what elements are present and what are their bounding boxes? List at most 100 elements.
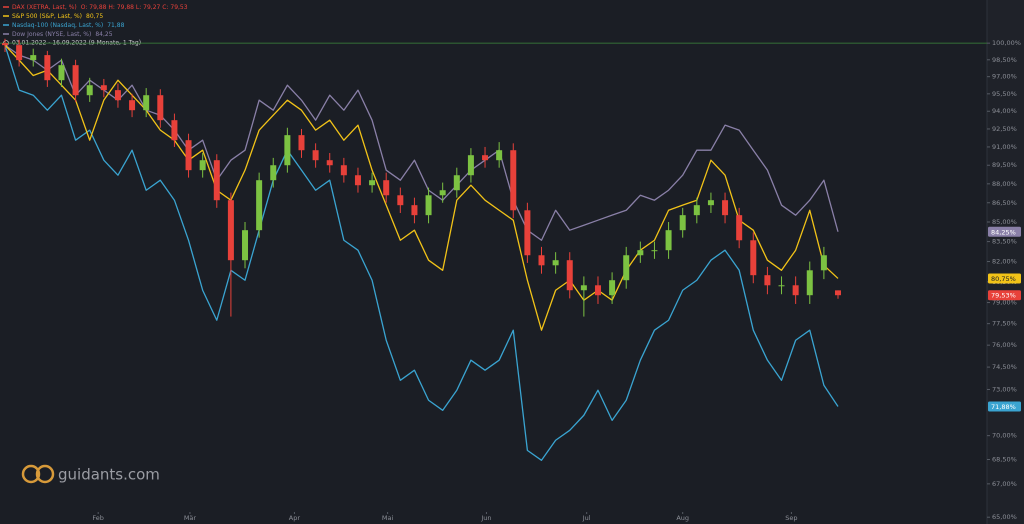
candle-body	[820, 255, 827, 271]
candle-body	[722, 200, 729, 216]
line-series	[4, 44, 839, 461]
y-tick-label: 91,00%	[992, 143, 1017, 151]
logo-mark	[35, 464, 55, 484]
plot-background	[0, 0, 987, 524]
candle-body	[580, 285, 587, 291]
x-tick-label: Feb	[92, 514, 104, 522]
price-badge-label: 79,53%	[991, 292, 1016, 300]
candle-body	[369, 180, 376, 186]
legend-value: 84,25	[95, 31, 112, 38]
y-tick-label: 76,00%	[992, 341, 1017, 349]
legend-entry: DAX (XETRA, Last, %) O: 79,88 H: 79,88 L:…	[12, 4, 188, 11]
candle-body	[510, 150, 517, 211]
axis-background	[987, 0, 1024, 524]
candle-body	[72, 65, 79, 96]
x-tick-label: Apr	[289, 514, 301, 522]
candle-body	[750, 240, 757, 276]
price-badge-label: 84,25%	[991, 228, 1016, 236]
candle-body	[340, 165, 347, 176]
candle-body	[679, 215, 686, 231]
candle-body	[58, 65, 65, 81]
candle-body	[806, 270, 813, 296]
x-tick-label: Mai	[382, 514, 394, 522]
candle-body	[665, 230, 672, 251]
candle-body	[100, 85, 107, 91]
x-tick-label: Mär	[184, 514, 197, 522]
candle-body	[383, 180, 390, 196]
y-tick-label: 100,00%	[992, 39, 1021, 47]
candle-body	[623, 255, 630, 281]
candle-body	[298, 135, 305, 151]
candle-body	[538, 255, 545, 266]
legend-name: Dow Jones (NYSE, Last, %)	[12, 31, 91, 38]
candle-body	[143, 95, 150, 111]
candle-body	[566, 260, 573, 291]
candle-body	[2, 43, 8, 46]
candle-body	[411, 205, 418, 216]
y-tick-label: 79,00%	[992, 299, 1017, 307]
candle-body	[594, 285, 601, 296]
y-tick-label: 89,50%	[992, 161, 1017, 169]
price-badge	[988, 226, 1021, 237]
candle-body	[16, 45, 23, 61]
price-badge	[988, 290, 1021, 301]
y-tick-label: 73,00%	[992, 385, 1017, 393]
y-tick-label: 97,00%	[992, 73, 1017, 81]
candle-body	[453, 175, 460, 191]
candle-body	[185, 140, 192, 171]
candle-body	[496, 150, 503, 161]
price-badge-label: 80,75%	[991, 275, 1016, 283]
logo: guidants.com	[21, 464, 160, 484]
candle-body	[44, 55, 51, 81]
y-tick-label: 68,50%	[992, 455, 1017, 463]
candle-body	[736, 215, 743, 241]
price-badge	[988, 401, 1021, 412]
y-tick-label: 67,00%	[992, 480, 1017, 488]
candle-body	[171, 120, 178, 141]
x-tick-label: Jul	[582, 514, 591, 522]
candle-body	[86, 85, 93, 96]
candle-body	[524, 210, 531, 256]
candle-body	[467, 155, 474, 176]
candle-body	[312, 150, 319, 161]
x-tick-label: Aug	[676, 514, 689, 522]
candle-body	[326, 160, 333, 166]
legend-entry: S&P 500 (S&P, Last, %) 80,75	[12, 13, 103, 20]
candle-body	[397, 195, 404, 206]
legend-value: O: 79,88 H: 79,88 L: 79,27 C: 79,53	[81, 4, 188, 11]
y-tick-label: 82,00%	[992, 258, 1017, 266]
candle-body	[637, 250, 644, 256]
candle-body	[242, 230, 249, 261]
candle-body	[778, 285, 785, 287]
watermark: guidants.com	[58, 466, 160, 484]
candle-body	[792, 285, 799, 296]
candle-body	[354, 175, 361, 186]
legend-entry: Dow Jones (NYSE, Last, %) 84,25	[12, 31, 113, 38]
candle-body	[270, 165, 277, 181]
candle-body	[199, 160, 206, 171]
candle-body	[284, 135, 291, 166]
y-tick-label: 94,00%	[992, 107, 1017, 115]
legend-name: Nasdaq-100 (Nasdaq, Last, %)	[12, 22, 103, 29]
y-tick-label: 85,00%	[992, 218, 1017, 226]
y-tick-label: 83,50%	[992, 238, 1017, 246]
x-tick-label: Sep	[785, 514, 797, 522]
candle-body	[256, 180, 263, 231]
candle-body	[213, 160, 220, 201]
y-tick-label: 95,50%	[992, 90, 1017, 98]
candle-body	[764, 275, 771, 286]
candle-body	[693, 205, 700, 216]
candle-body	[425, 195, 432, 216]
y-tick-label: 65,00%	[992, 513, 1017, 521]
y-tick-label: 77,50%	[992, 320, 1017, 328]
candle-body	[439, 190, 446, 196]
candle-body	[227, 200, 234, 261]
legend-value: 71,88	[107, 22, 124, 29]
candle-body	[651, 250, 658, 252]
candle-body	[157, 95, 164, 121]
y-tick-label: 92,50%	[992, 125, 1017, 133]
y-tick-label: 74,50%	[992, 363, 1017, 371]
candle-body	[707, 200, 714, 206]
y-tick-label: 98,50%	[992, 56, 1017, 64]
